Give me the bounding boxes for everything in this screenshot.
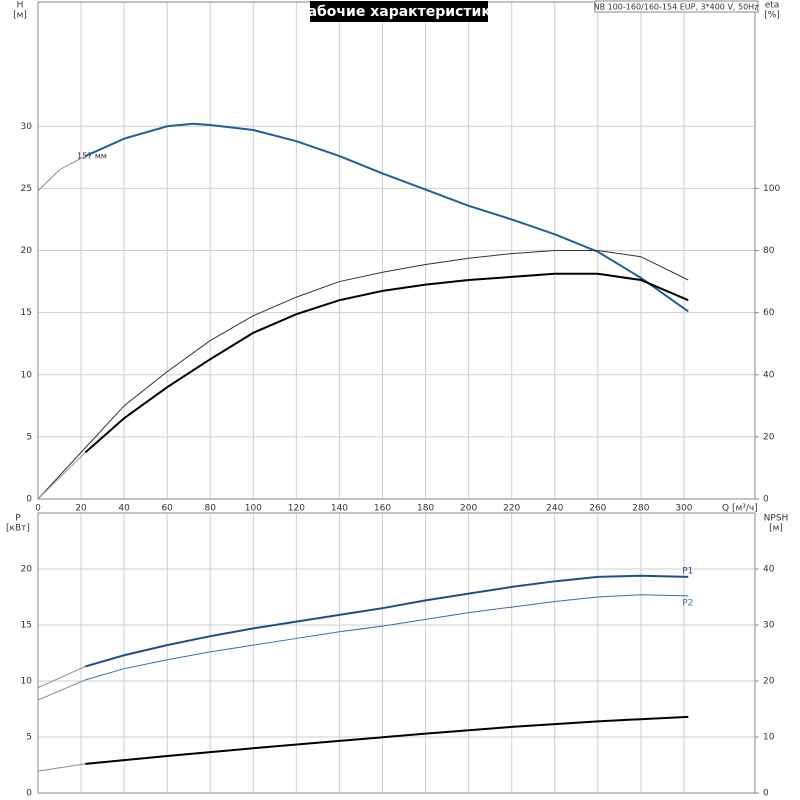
x-tick-label: 0 <box>35 504 41 514</box>
y-tick-label: 10 <box>21 370 33 380</box>
y2-tick-label: 40 <box>763 370 775 380</box>
y-tick-label: 15 <box>21 621 32 631</box>
y-tick-label: 20 <box>21 565 33 575</box>
legend-text: NB 100-160/160-154 EUP, 3*400 V, 50Hz <box>594 3 759 12</box>
y2-tick-label: 0 <box>763 495 769 505</box>
y2-tick-label: 60 <box>763 308 775 318</box>
curve <box>37 155 86 192</box>
y2-tick-label: 0 <box>763 789 769 799</box>
curve-label: P2 <box>682 598 693 608</box>
y-tick-label: 5 <box>26 733 32 743</box>
y-tick-label: 30 <box>21 122 33 132</box>
curve <box>37 250 689 500</box>
y2-tick-label: 40 <box>763 565 775 575</box>
y2-tick-label: 30 <box>763 621 775 631</box>
x-label: Q [м³/ч] <box>722 504 758 514</box>
x-tick-label: 180 <box>417 504 434 514</box>
curve-label: P1 <box>682 566 693 576</box>
y2-unit: [м] <box>769 524 783 534</box>
y2-label: NPSH <box>764 514 789 524</box>
y-label: P <box>15 514 21 524</box>
x-tick-label: 120 <box>288 504 305 514</box>
curve <box>84 122 689 313</box>
x-tick-label: 140 <box>331 504 348 514</box>
y2-unit: [%] <box>764 11 780 21</box>
y2-tick-label: 20 <box>763 677 775 687</box>
legend-box <box>594 0 759 13</box>
curve <box>85 574 689 668</box>
y-label: H <box>17 1 24 11</box>
x-tick-label: 60 <box>161 504 173 514</box>
x-tick-label: 220 <box>503 504 520 514</box>
curve <box>37 679 86 701</box>
y-tick-label: 10 <box>21 677 33 687</box>
y2-tick-label: 10 <box>763 733 775 743</box>
y-tick-label: 25 <box>21 184 32 194</box>
x-tick-label: 240 <box>546 504 563 514</box>
title-box <box>310 1 488 22</box>
curve <box>85 594 689 681</box>
x-tick-label: 200 <box>460 504 477 514</box>
y-tick-label: 0 <box>26 495 32 505</box>
chart-title: Рабочие характеристики <box>297 4 500 20</box>
x-tick-label: 20 <box>75 504 87 514</box>
x-tick-label: 260 <box>589 504 606 514</box>
x-tick-label: 300 <box>675 504 692 514</box>
x-tick-label: 80 <box>205 504 217 514</box>
y-unit: [м] <box>13 11 27 21</box>
y2-label: eta <box>765 1 780 11</box>
x-tick-label: 160 <box>374 504 391 514</box>
y2-tick-label: 80 <box>763 246 775 256</box>
curve <box>84 272 689 454</box>
y2-tick-label: 100 <box>763 184 780 194</box>
y-tick-label: 20 <box>21 246 33 256</box>
y2-tick-label: 20 <box>763 432 775 442</box>
curve <box>37 665 86 689</box>
y-tick-label: 5 <box>26 432 32 442</box>
y-tick-label: 15 <box>21 308 32 318</box>
curve <box>37 763 86 772</box>
bottom-frame <box>37 512 756 794</box>
y-tick-label: 0 <box>26 789 32 799</box>
curve <box>37 452 86 500</box>
annotation: 157 мм <box>77 152 107 161</box>
x-tick-label: 280 <box>632 504 649 514</box>
curve <box>85 715 689 765</box>
x-tick-label: 40 <box>118 504 130 514</box>
y-unit: [кВт] <box>6 524 30 534</box>
x-tick-label: 100 <box>245 504 262 514</box>
